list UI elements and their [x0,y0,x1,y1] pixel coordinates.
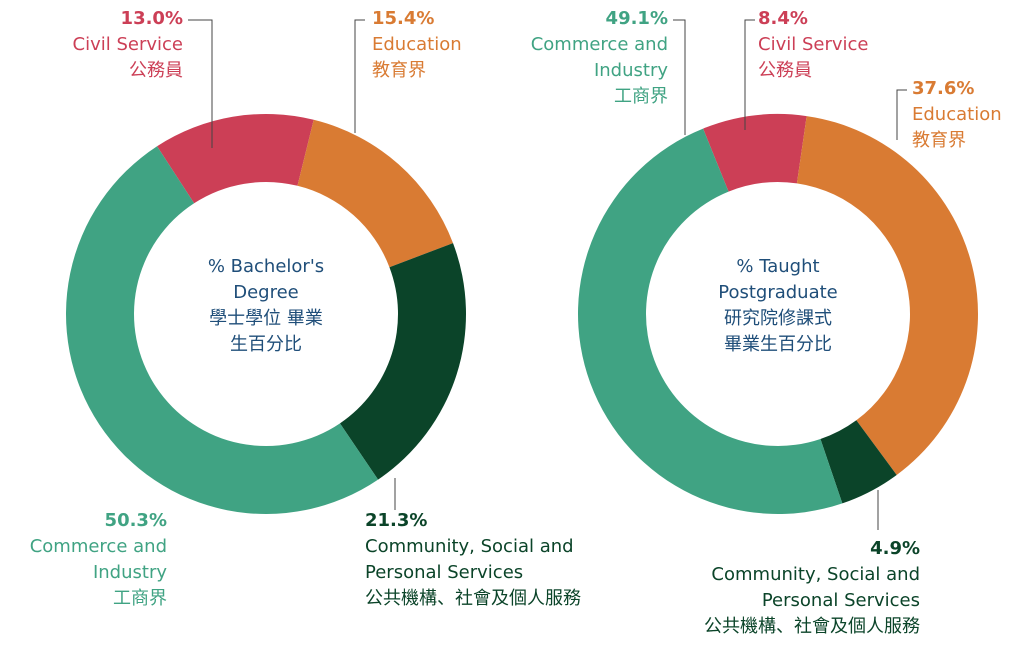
value-label: 49.1% [605,8,668,29]
segment-label: 37.6% Education 教育界 [912,76,1011,154]
value-label: 13.0% [120,8,183,29]
center-label-zh: 研究院修課式 畢業生百分比 [724,308,832,355]
category-label: Commerce and Industry [530,34,668,81]
center-label: % Taught Postgraduate 研究院修課式 畢業生百分比 [693,254,863,358]
leader-line [188,19,213,148]
segment-label: 15.4% Education 教育界 [372,6,572,84]
value-label: 15.4% [372,8,435,29]
category-label-zh: 公共機構、社會及個人服務 [704,616,920,637]
center-label-en: % Taught Postgraduate [718,256,838,303]
leader-line [744,19,755,130]
donut-segment [297,119,454,268]
category-label: Civil Service [758,34,869,55]
center-label-en: % Bachelor's Degree [207,256,325,303]
donut-segment [65,146,379,515]
donut-segment [339,243,466,480]
category-label: Civil Service [72,34,183,55]
category-label-zh: 公共機構、社會及個人服務 [365,588,581,609]
segment-label: 21.3% Community, Social and Personal Serv… [365,508,625,612]
donut-segment [577,128,843,515]
category-label-zh: 工商界 [614,86,668,107]
category-label-zh: 工商界 [113,588,167,609]
center-label: % Bachelor's Degree 學士學位 畢業生百分比 [181,254,351,358]
leader-line [354,19,365,133]
segment-label: 13.0% Civil Service 公務員 [0,6,183,84]
category-label: Community, Social and Personal Services [365,536,574,583]
segment-label: 50.3% Commerce and Industry 工商界 [7,508,167,612]
segment-label: 4.9% Community, Social and Personal Servi… [680,536,920,640]
category-label: Education [372,34,462,55]
value-label: 37.6% [912,78,975,99]
leader-line [896,89,907,140]
category-label: Community, Social and Personal Services [711,564,920,611]
category-label-zh: 教育界 [372,60,426,81]
value-label: 8.4% [758,8,808,29]
donut-segment [820,420,897,504]
donut-segment [703,114,807,192]
category-label: Commerce and Industry [29,536,167,583]
segment-label: 8.4% Civil Service 公務員 [758,6,958,84]
value-label: 50.3% [104,510,167,531]
category-label-zh: 公務員 [758,60,812,81]
category-label: Education [912,104,1002,125]
center-label-zh: 學士學位 畢業生百分比 [209,308,323,355]
donut-segment [157,114,314,204]
category-label-zh: 公務員 [129,60,183,81]
value-label: 21.3% [365,510,428,531]
value-label: 4.9% [870,538,920,559]
donut-segment [796,116,978,475]
leader-line [673,19,686,135]
segment-label: 49.1% Commerce and Industry 工商界 [508,6,668,110]
category-label-zh: 教育界 [912,130,966,151]
